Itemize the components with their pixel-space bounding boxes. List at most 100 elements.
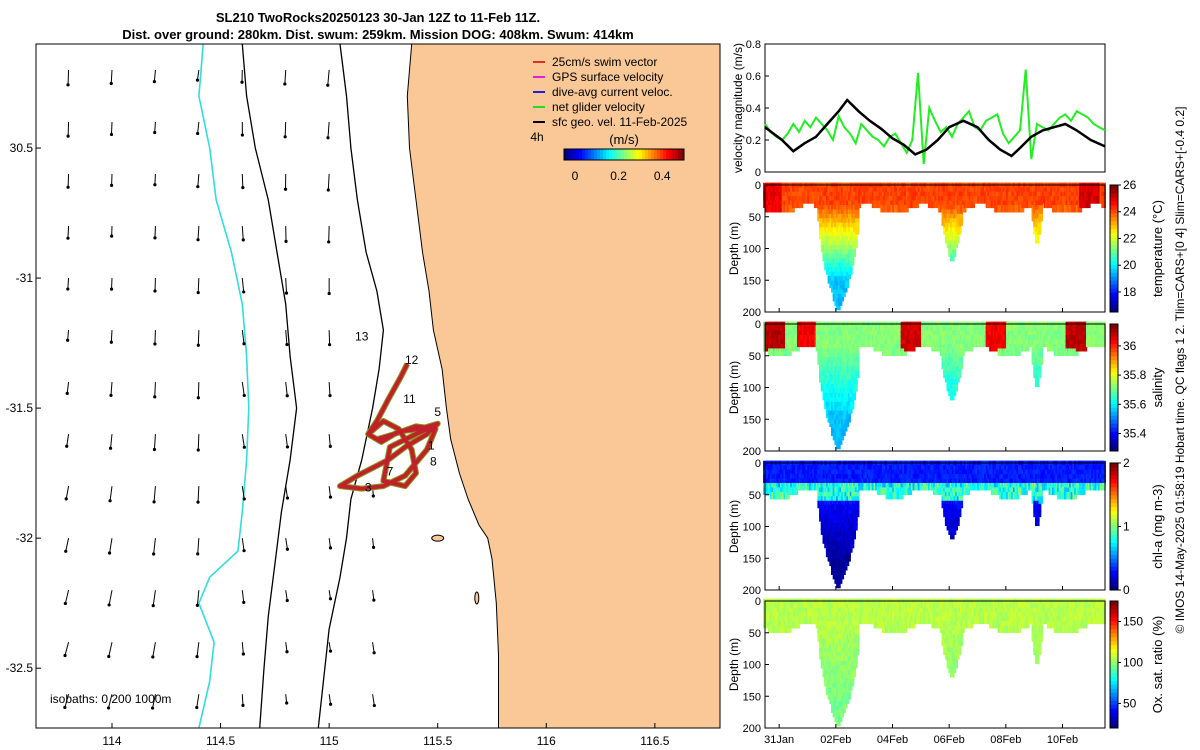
colorbar-cell <box>1110 347 1118 353</box>
vector-arrow-head <box>196 552 200 556</box>
map-colorbar-cell <box>609 149 613 160</box>
section-point <box>854 352 860 361</box>
vector-arrow <box>110 122 113 135</box>
section-point <box>970 200 975 209</box>
vector-arrow-head <box>371 545 376 549</box>
section-point <box>950 392 955 401</box>
section-ytick-label: 200 <box>743 307 761 319</box>
vector-arrow-head <box>65 444 69 448</box>
map-colorbar-cell <box>630 149 634 160</box>
section-point <box>836 580 841 589</box>
section-point <box>846 410 851 419</box>
section-point <box>956 222 962 231</box>
vector-arrow-head <box>285 496 290 500</box>
colorbar-frame <box>1109 323 1119 452</box>
vector-arrow <box>67 330 70 341</box>
vector-arrow <box>64 642 70 656</box>
vector-arrow-head <box>328 343 332 347</box>
colorbar-cell <box>1110 447 1118 452</box>
colorbar-label: salinity <box>1150 367 1165 407</box>
island-garden <box>474 591 480 605</box>
vector-arrow-head <box>196 238 200 242</box>
section-point <box>953 384 958 392</box>
section-point <box>853 240 858 249</box>
colorbar-cell <box>1110 419 1118 424</box>
section-point <box>904 204 909 213</box>
colorbar-cell <box>1110 280 1118 285</box>
track-day-label: 3 <box>365 480 372 494</box>
map-ytick-label: -31.5 <box>6 401 34 415</box>
vector-arrow-head <box>195 78 200 82</box>
vector-arrow-head <box>283 82 287 86</box>
map-colorbar-cell <box>573 149 577 160</box>
section-point <box>841 428 846 436</box>
vector-arrow <box>285 538 288 550</box>
vector-arrow-head <box>283 135 287 139</box>
section-point <box>914 200 919 209</box>
section-point <box>844 280 850 289</box>
map-colorbar-cell <box>675 149 679 160</box>
map-colorbar-cell <box>681 149 685 160</box>
vector-arrow-head <box>285 394 289 398</box>
section-point <box>1101 339 1106 348</box>
vector-arrow-head <box>110 234 114 238</box>
section-point <box>1038 200 1043 209</box>
section-point <box>842 285 848 293</box>
section-point <box>1101 326 1106 334</box>
colorbar-tick-label: 22 <box>1123 231 1137 245</box>
vector-arrow <box>197 173 200 187</box>
colorbar-cell <box>1110 367 1118 373</box>
vector-arrow-head <box>196 131 200 136</box>
vector-arrow-head <box>66 287 70 291</box>
vector-arrow <box>152 694 156 709</box>
section-point <box>958 357 964 365</box>
section-point <box>961 204 967 213</box>
vector-arrow-head <box>326 188 330 192</box>
vector-arrow <box>328 382 331 396</box>
colorbar-cell <box>1110 327 1118 333</box>
colorbar-cell <box>1110 228 1118 234</box>
map-colorbar-cell <box>594 149 598 160</box>
section-point <box>1038 348 1043 356</box>
colorbar-tick-label: 26 <box>1123 178 1137 192</box>
vector-arrow <box>241 642 244 655</box>
vector-arrow <box>285 382 288 396</box>
section-point <box>854 361 860 370</box>
section-point <box>854 487 860 495</box>
section-point <box>968 343 974 352</box>
colorbar-tick-label: 35.8 <box>1123 368 1147 382</box>
map-colorbar-cell <box>660 149 664 160</box>
section-point <box>854 509 860 518</box>
vector-arrow-head <box>151 604 155 608</box>
map-xtick-label: 116.5 <box>640 734 669 748</box>
vector-arrow-head <box>109 287 114 291</box>
vector-arrow-head <box>327 291 331 296</box>
vector-arrow <box>109 538 113 554</box>
colorbar-cell <box>1110 260 1118 265</box>
vector-arrow <box>285 434 288 447</box>
section-point <box>842 563 848 571</box>
vector-arrow-head <box>371 494 375 498</box>
vector-arrow <box>152 590 156 606</box>
isobath-1000m <box>241 44 298 728</box>
colorbar-cell <box>1110 443 1118 448</box>
section-ylabel: Depth (m) <box>727 222 741 275</box>
vector-arrow <box>66 434 70 447</box>
colorbar-cell <box>1110 411 1118 416</box>
section-point <box>955 518 960 527</box>
section-point <box>950 253 955 262</box>
map-colorbar-cell <box>651 149 655 160</box>
section-point <box>955 375 960 383</box>
section-point <box>853 375 858 383</box>
vector-arrow-head <box>152 80 156 84</box>
colorbar-cell <box>1110 399 1118 404</box>
vector-arrow-head <box>326 83 330 87</box>
map-ytick-label: 30.5 <box>10 141 34 155</box>
velocity-ylabel: velocity magnitude (m/s) <box>731 43 745 173</box>
section-point <box>854 209 860 217</box>
section-point <box>837 576 843 584</box>
section-point <box>953 240 958 249</box>
colorbar-cell <box>1110 232 1118 238</box>
colorbar-tick-label: 20 <box>1123 258 1137 272</box>
